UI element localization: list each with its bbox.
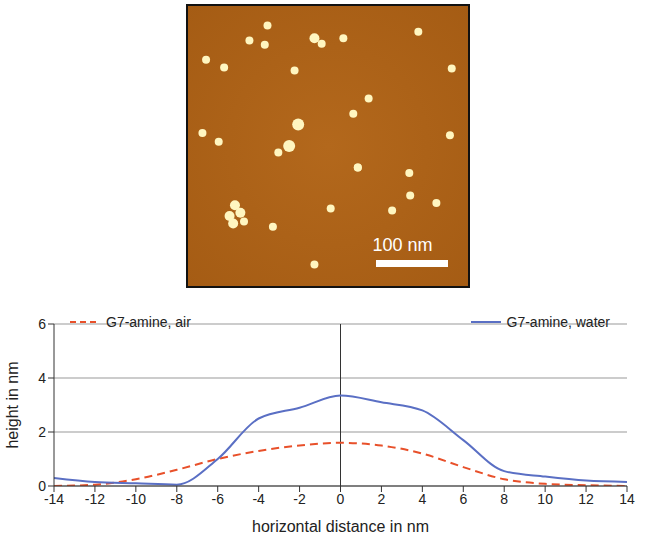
svg-text:4: 4 <box>38 370 46 386</box>
svg-text:8: 8 <box>500 491 508 507</box>
svg-text:-6: -6 <box>211 491 224 507</box>
svg-text:-4: -4 <box>252 491 265 507</box>
svg-text:horizontal distance in nm: horizontal distance in nm <box>252 518 429 535</box>
svg-text:12: 12 <box>578 491 594 507</box>
svg-text:2: 2 <box>378 491 386 507</box>
svg-text:height in nm: height in nm <box>4 361 21 448</box>
html-text:G7-amine, air: G7-amine, air <box>106 314 191 330</box>
svg-text:2: 2 <box>38 424 46 440</box>
svg-text:0: 0 <box>38 478 46 494</box>
svg-text:6: 6 <box>38 316 46 332</box>
svg-text:0: 0 <box>337 491 345 507</box>
svg-text:4: 4 <box>418 491 426 507</box>
svg-text:-12: -12 <box>85 491 105 507</box>
svg-text:-2: -2 <box>293 491 306 507</box>
svg-text:-10: -10 <box>126 491 146 507</box>
svg-text:6: 6 <box>459 491 467 507</box>
html-text:100 nm: 100 nm <box>372 235 433 255</box>
svg-text:-8: -8 <box>171 491 184 507</box>
html-text:G7-amine, water: G7-amine, water <box>506 314 610 330</box>
svg-text:10: 10 <box>537 491 553 507</box>
svg-text:14: 14 <box>619 491 635 507</box>
svg-text:-14: -14 <box>44 491 64 507</box>
